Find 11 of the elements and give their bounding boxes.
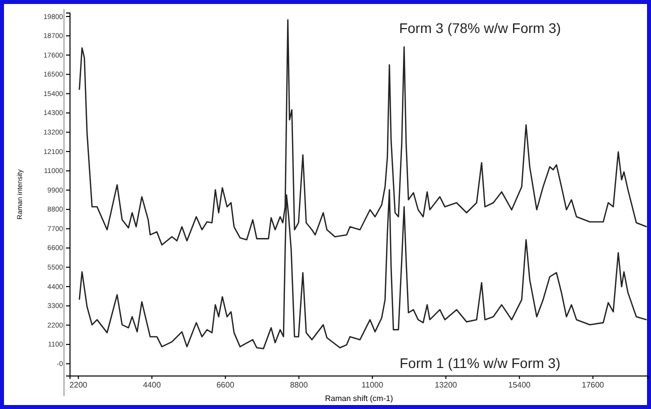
series-label: Form 3 (78% w/w Form 3) [399,20,561,36]
x-tick-label: 13200 [434,380,458,390]
series-label: Form 1 (11% w/w Form 3) [400,355,560,371]
x-tick-label: 4400 [142,380,162,390]
x-tick-label: 8800 [290,380,308,390]
x-tick-label: 2200 [69,380,88,390]
x-axis-title: Raman shift (cm-1) [324,394,394,403]
x-tick-label: 11000 [362,380,384,390]
x-tick-label: 17600 [582,380,605,390]
x-tick-label: 15400 [508,380,532,390]
x-tick-label: 6600 [216,380,235,390]
